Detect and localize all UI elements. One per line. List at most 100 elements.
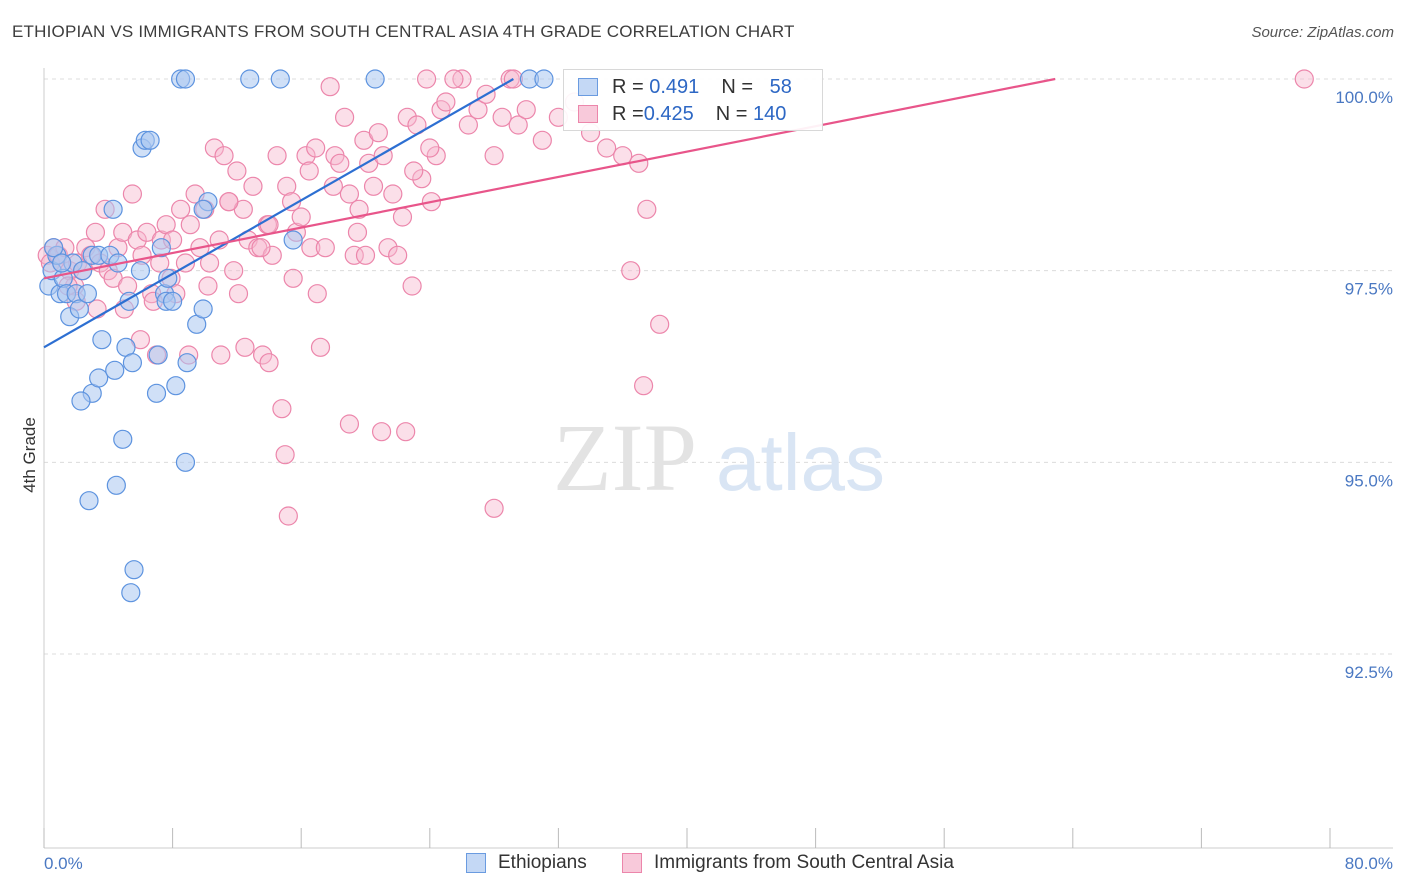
point-immigrants [396,422,416,442]
trend-lines [43,77,1056,349]
point-immigrants [484,498,504,518]
point-ethiopians [113,429,133,449]
point-ethiopians [52,253,72,273]
point-immigrants [420,138,440,158]
series-ethiopians-points [39,69,554,603]
point-immigrants [307,284,327,304]
point-ethiopians [89,368,109,388]
point-immigrants [355,245,376,265]
point-immigrants [275,445,295,465]
point-ethiopians [175,69,196,89]
point-ethiopians [71,391,91,411]
point-immigrants [397,107,417,127]
legend-n-label: N = [715,102,748,125]
point-immigrants [299,161,319,181]
point-ethiopians [122,353,143,373]
point-immigrants [388,245,408,265]
point-immigrants [199,253,220,273]
point-immigrants [532,130,552,150]
point-immigrants [516,100,536,120]
point-ethiopians [106,475,126,495]
point-ethiopians [177,353,197,373]
watermark-atlas: atlas [716,418,885,507]
point-immigrants [320,77,340,97]
trend-line-ethiopians [43,78,514,349]
point-ethiopians [146,383,167,403]
point-ethiopians [365,69,385,89]
point-immigrants [227,161,247,181]
point-immigrants [335,107,355,127]
point-immigrants [278,506,298,526]
point-immigrants [171,199,191,219]
point-ethiopians [283,230,303,250]
point-immigrants [436,92,456,112]
point-ethiopians [69,299,89,319]
point-immigrants [633,376,654,396]
point-immigrants [392,207,413,227]
point-immigrants [444,69,464,89]
point-ethiopians [92,330,112,350]
point-immigrants [272,399,292,419]
point-immigrants [426,146,446,166]
point-immigrants [253,345,273,365]
source-credit: Source: ZipAtlas.com [1251,24,1394,41]
trend-line-immigrants [43,77,1056,280]
point-ethiopians [148,345,168,365]
point-immigrants [235,337,255,357]
point-immigrants [85,222,106,242]
point-ethiopians [240,69,260,89]
point-immigrants [310,337,331,357]
point-immigrants [371,422,392,442]
point-immigrants [468,100,488,120]
point-ethiopians [151,238,171,258]
point-immigrants [214,146,234,166]
point-ethiopians [105,360,125,380]
point-ethiopians [77,284,98,304]
point-immigrants [621,261,641,281]
point-immigrants [277,176,297,196]
grid [44,78,1393,655]
point-immigrants [219,192,239,212]
point-immigrants [484,146,504,166]
point-immigrants [283,268,303,288]
legend-item-ethiopians: Ethiopians [466,852,587,874]
point-immigrants [383,184,403,204]
legend-row-immigrants: R = 0.425 N = 140 [578,103,786,125]
point-immigrants [368,123,388,143]
point-ethiopians [103,199,123,219]
point-immigrants [1294,69,1314,89]
point-immigrants [452,69,472,89]
point-immigrants [416,69,437,89]
y-tick-label: 97.5% [1345,280,1393,299]
point-immigrants [458,115,478,135]
point-immigrants [262,245,282,265]
x-tick-min: 0.0% [44,854,83,873]
legend-r-value: 0.425 [643,102,694,125]
point-immigrants [211,345,231,365]
point-immigrants [637,199,657,219]
point-immigrants [597,138,617,158]
legend-n-value: 58 [769,75,792,98]
axes: 92.5% 95.0% 97.5% 100.0% [43,68,1393,849]
point-ethiopians [166,376,186,396]
point-immigrants [228,284,249,304]
point-immigrants [259,353,279,373]
point-immigrants [349,199,369,219]
point-ethiopians [130,261,151,281]
point-immigrants [402,276,422,296]
chart-title: ETHIOPIAN VS IMMIGRANTS FROM SOUTH CENTR… [12,22,795,41]
point-immigrants [87,299,107,319]
point-ethiopians [44,238,64,258]
point-immigrants [224,261,244,281]
legend-label-ethiopians: Ethiopians [498,852,587,873]
point-immigrants [175,253,196,273]
point-immigrants [315,238,335,258]
y-tick-label: 92.5% [1345,663,1393,682]
point-immigrants [198,276,218,296]
point-immigrants [339,184,360,204]
point-immigrants [122,184,143,204]
watermark-zip: ZIP [553,404,697,511]
point-immigrants [363,176,384,196]
point-immigrants [339,414,360,434]
